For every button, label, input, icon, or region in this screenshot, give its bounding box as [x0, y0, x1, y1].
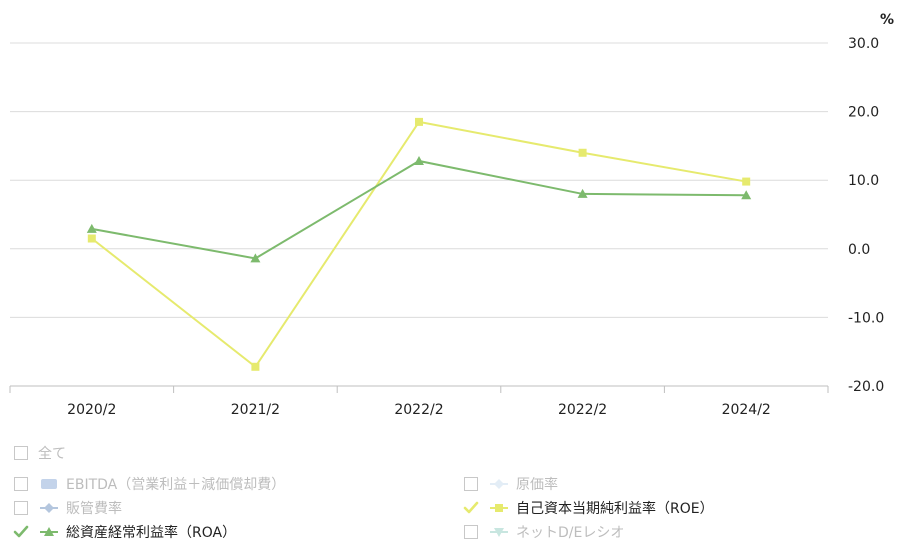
legend-label: 全て	[38, 446, 66, 462]
x-axis: 2020/2 2021/2 2022/2 2022/2 2024/2	[9, 386, 829, 418]
legend: 全て EBITDA（営業利益＋減価償却費） 原価率 販管費率	[0, 440, 902, 546]
checkbox[interactable]	[14, 446, 28, 460]
legend-item-sga-ratio[interactable]: 販管費率	[14, 497, 122, 519]
series-triangle	[86, 155, 752, 263]
legend-label: 原価率	[516, 477, 558, 493]
data-point-triangle	[250, 253, 261, 263]
data-point-square	[742, 177, 751, 186]
diamond-marker-icon	[490, 479, 508, 489]
series-square	[87, 117, 751, 371]
series-line	[91, 159, 747, 260]
triangle-down-marker-icon	[490, 528, 508, 537]
bar-marker-icon	[41, 479, 57, 489]
data-point-square	[415, 117, 423, 126]
checkbox[interactable]	[464, 477, 478, 491]
diamond-marker-icon	[40, 503, 58, 513]
checkbox[interactable]	[14, 501, 28, 515]
data-point-triangle	[414, 155, 424, 165]
checkbox[interactable]	[464, 525, 478, 539]
x-tick-label: 2022/2	[558, 402, 607, 418]
legend-label: EBITDA（営業利益＋減価償却費）	[66, 477, 286, 493]
legend-item-all[interactable]: 全て	[14, 442, 66, 464]
data-point-square	[87, 234, 96, 243]
x-tick-label: 2020/2	[67, 402, 116, 418]
y-tick-label: -10.0	[848, 310, 884, 326]
y-tick-label: 30.0	[848, 36, 879, 52]
legend-item-roe[interactable]: 自己資本当期純利益率（ROE）	[463, 497, 714, 519]
legend-item-net-de-ratio[interactable]: ネットD/Eレシオ	[464, 521, 624, 543]
grid-lines	[10, 42, 828, 387]
data-point-triangle	[741, 190, 752, 200]
check-icon	[13, 525, 29, 538]
check-icon	[463, 501, 479, 514]
x-tick-label: 2022/2	[394, 402, 443, 418]
legend-item-cost-ratio[interactable]: 原価率	[464, 473, 558, 495]
data-point-triangle	[577, 188, 588, 198]
legend-label: 総資産経常利益率（ROA）	[66, 525, 237, 541]
y-tick-label: 10.0	[848, 173, 879, 189]
legend-item-roa[interactable]: 総資産経常利益率（ROA）	[13, 521, 237, 543]
legend-label: 販管費率	[66, 501, 122, 517]
y-tick-label: 20.0	[848, 105, 879, 121]
x-tick-label: 2021/2	[231, 402, 280, 418]
y-axis-unit: %	[880, 12, 894, 28]
line-chart: 30.020.010.00.0-10.0-20.0 2020/2 2021/2 20…	[9, 12, 894, 418]
data-point-triangle	[86, 223, 97, 233]
triangle-marker-icon	[40, 527, 58, 536]
checkbox[interactable]	[14, 477, 28, 491]
legend-label: 自己資本当期純利益率（ROE）	[516, 501, 714, 517]
data-point-square	[251, 362, 260, 371]
checkbox-checked[interactable]	[13, 525, 29, 539]
x-tick-label: 2024/2	[722, 402, 771, 418]
y-tick-label: -20.0	[848, 379, 884, 395]
y-axis: 30.0 20.0 10.0 0.0 -10.0 -20.0	[848, 36, 884, 395]
checkbox-checked[interactable]	[463, 501, 479, 515]
data-point-square	[578, 148, 587, 157]
y-tick-label: 0.0	[848, 242, 870, 258]
series-layer	[86, 117, 752, 371]
square-marker-icon	[490, 504, 508, 512]
legend-item-ebitda[interactable]: EBITDA（営業利益＋減価償却費）	[14, 473, 285, 495]
legend-label: ネットD/Eレシオ	[516, 525, 625, 541]
